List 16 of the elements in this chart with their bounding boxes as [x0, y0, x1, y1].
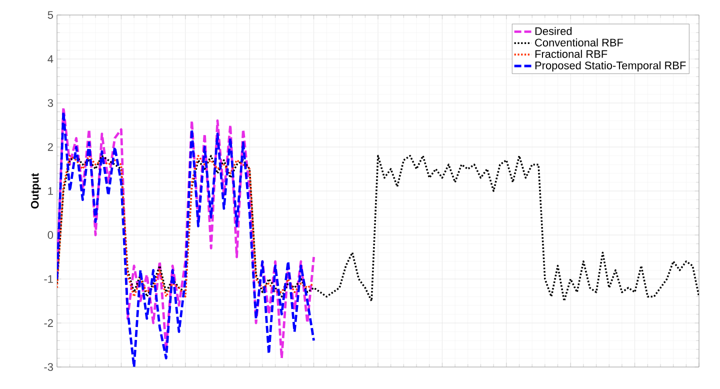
line-series: [57, 154, 700, 302]
y-tick-label: 1: [48, 187, 53, 195]
legend-label: Conventional RBF: [535, 38, 623, 46]
y-tick-label: 5: [48, 11, 54, 19]
y-tick-label: 0: [48, 231, 54, 239]
y-tick-label: -2: [44, 319, 53, 327]
legend-label: Proposed Statio-Temporal RBF: [535, 61, 686, 72]
y-tick-label: 4: [48, 55, 54, 63]
y-tick-label: 2: [48, 143, 53, 151]
y-tick-label: -1: [44, 275, 53, 283]
line-series: [57, 154, 315, 298]
legend-label: Fractional RBF: [535, 50, 608, 58]
y-tick-label: 3: [48, 99, 53, 107]
y-axis-title: Output: [30, 173, 41, 209]
legend-label: Desired: [535, 27, 572, 36]
y-tick-label: -3: [44, 363, 53, 371]
